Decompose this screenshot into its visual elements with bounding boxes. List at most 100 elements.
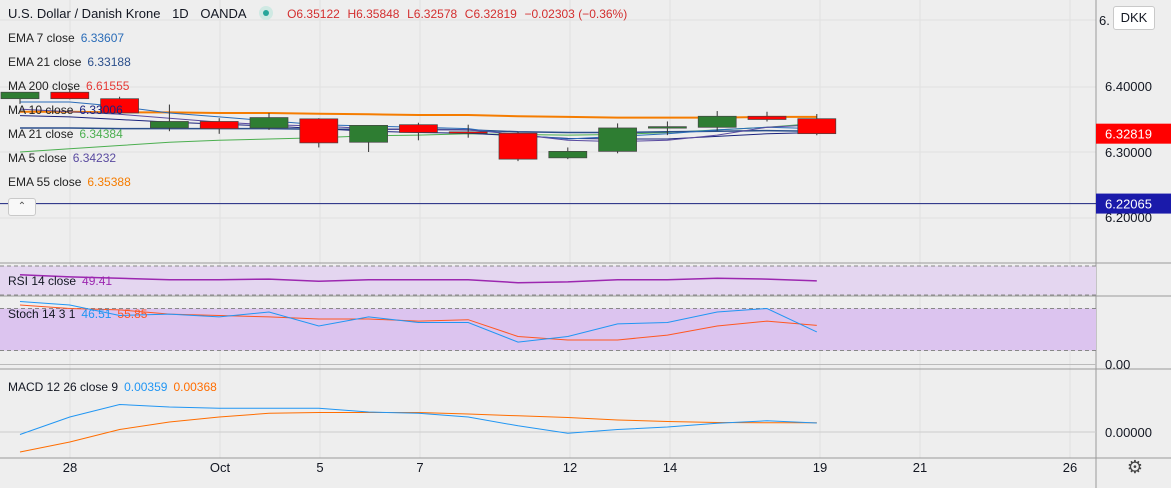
macd-value: 0.00359 [124, 380, 168, 394]
macd-legend[interactable]: MACD 12 26 close 9 0.00359 0.00368 [8, 380, 217, 394]
candle-body [399, 124, 438, 133]
hline-price-label: 6.22065 [1105, 197, 1152, 212]
chart-header: U.S. Dollar / Danish Krone 1D OANDA O6.3… [8, 6, 627, 21]
collapse-legend-button[interactable]: ⌃ [8, 198, 36, 216]
candle-body [0, 91, 40, 100]
price-tick: 6. [1099, 13, 1110, 28]
time-tick: 26 [1063, 460, 1077, 475]
last-price-tag[interactable] [1096, 123, 1171, 144]
symbol-name[interactable]: U.S. Dollar / Danish Krone [8, 6, 161, 21]
time-tick: 12 [563, 460, 577, 475]
settings-gear-icon[interactable]: ⚙ [1126, 457, 1144, 477]
candle[interactable] [399, 122, 438, 141]
candle-body [548, 151, 588, 159]
candle[interactable] [150, 104, 189, 132]
overlay-value: 6.34232 [72, 151, 117, 165]
candle[interactable] [498, 131, 538, 162]
candle[interactable] [697, 111, 737, 131]
overlay-value: 6.61555 [86, 79, 130, 93]
chevron-up-icon: ⌃ [17, 201, 27, 212]
candle[interactable] [100, 96, 139, 115]
candle[interactable] [299, 118, 339, 148]
overlay-value: 6.33607 [80, 31, 125, 45]
candle-body [797, 118, 837, 135]
overlay-label: MA 200 close [8, 79, 81, 93]
overlay-legend-row[interactable]: EMA 55 close 6.35388 [8, 175, 131, 189]
hline-price-tag[interactable] [1096, 193, 1171, 214]
candle[interactable] [249, 113, 289, 130]
candle[interactable] [648, 121, 687, 136]
price-tick: 6.40000 [1105, 79, 1152, 94]
stoch-legend[interactable]: Stoch 14 3 1 46.51 55.85 [8, 307, 147, 321]
macd-signal-line [19, 412, 817, 453]
overlay-label: EMA 7 close [8, 31, 75, 45]
axes: 6.40000 6.30000 6.20000 6. 6.32819 6.22065 0.0… [63, 13, 1171, 475]
candle[interactable] [50, 88, 90, 100]
candle[interactable] [797, 113, 837, 136]
rsi-line [19, 273, 817, 284]
macd-line [19, 403, 817, 435]
price-tick: 6.20000 [1105, 210, 1152, 225]
interval[interactable]: 1D [172, 6, 189, 21]
candles [0, 88, 837, 162]
candle-body [199, 121, 239, 129]
candle[interactable] [0, 91, 40, 104]
currency-button[interactable]: DKK [1113, 6, 1155, 30]
macd-axis-tick: 0.00000 [1105, 425, 1152, 440]
price-tick: 6.30000 [1105, 145, 1152, 160]
ohlc-low: L6.32578 [407, 7, 458, 21]
source: OANDA [200, 6, 246, 21]
last-price-label: 6.32819 [1105, 127, 1152, 142]
indicator-lines [19, 273, 818, 453]
stoch-k-value: 46.51 [81, 307, 112, 321]
stoch-d-value: 55.85 [117, 307, 148, 321]
market-status-icon[interactable] [259, 6, 274, 20]
stoch-axis-tick: 0.00 [1105, 357, 1130, 372]
overlay-label: MA 10 close [8, 103, 74, 117]
indicator-backgrounds [0, 265, 1096, 433]
ohlc-open: O6.35122 [287, 7, 340, 21]
rsi-label: RSI 14 close [8, 274, 77, 288]
candle[interactable] [349, 124, 388, 152]
overlay-label: MA 21 close [8, 127, 74, 141]
overlay-legend-row[interactable]: MA 10 close 6.33006 [8, 103, 123, 117]
overlay-label: MA 5 close [8, 151, 67, 165]
overlay-legend-row[interactable]: EMA 21 close 6.33188 [8, 55, 131, 69]
rsi-band [0, 266, 1096, 295]
overlay-label: EMA 21 close [8, 55, 82, 69]
candle-body [747, 115, 787, 120]
macd-signal-value: 0.00368 [173, 380, 217, 394]
ema55-line [20, 110, 817, 119]
overlay-legend-row[interactable]: MA 21 close 6.34384 [8, 127, 123, 141]
rsi-legend[interactable]: RSI 14 close 49.41 [8, 274, 112, 288]
overlay-label: EMA 55 close [8, 175, 82, 189]
time-tick: 7 [416, 460, 423, 475]
candle-body [299, 118, 339, 144]
stoch-label: Stoch 14 3 1 [8, 307, 76, 321]
candle-body [448, 131, 488, 134]
ohlc-high: H6.35848 [347, 7, 400, 21]
overlay-legend-row[interactable]: MA 5 close 6.34232 [8, 151, 116, 165]
ohlc-close: C6.32819 [464, 7, 517, 21]
time-tick: 21 [913, 460, 927, 475]
candle-body [249, 117, 289, 129]
overlay-legend-row[interactable]: MA 200 close 6.61555 [8, 79, 129, 93]
candle[interactable] [598, 123, 637, 154]
overlay-legend-row[interactable]: EMA 7 close 6.33607 [8, 31, 124, 45]
candle-body [648, 126, 687, 129]
candle[interactable] [199, 118, 239, 134]
time-tick: 28 [63, 460, 77, 475]
candle-body [349, 124, 388, 143]
candle[interactable] [548, 147, 588, 160]
stoch-band [0, 308, 1096, 351]
candle-body [50, 91, 90, 100]
candle-body [598, 127, 637, 152]
candle[interactable] [448, 124, 488, 138]
time-tick: Oct [210, 460, 231, 475]
candle[interactable] [747, 111, 787, 122]
rsi-value: 49.41 [82, 274, 113, 288]
overlay-value: 6.34384 [79, 127, 123, 141]
